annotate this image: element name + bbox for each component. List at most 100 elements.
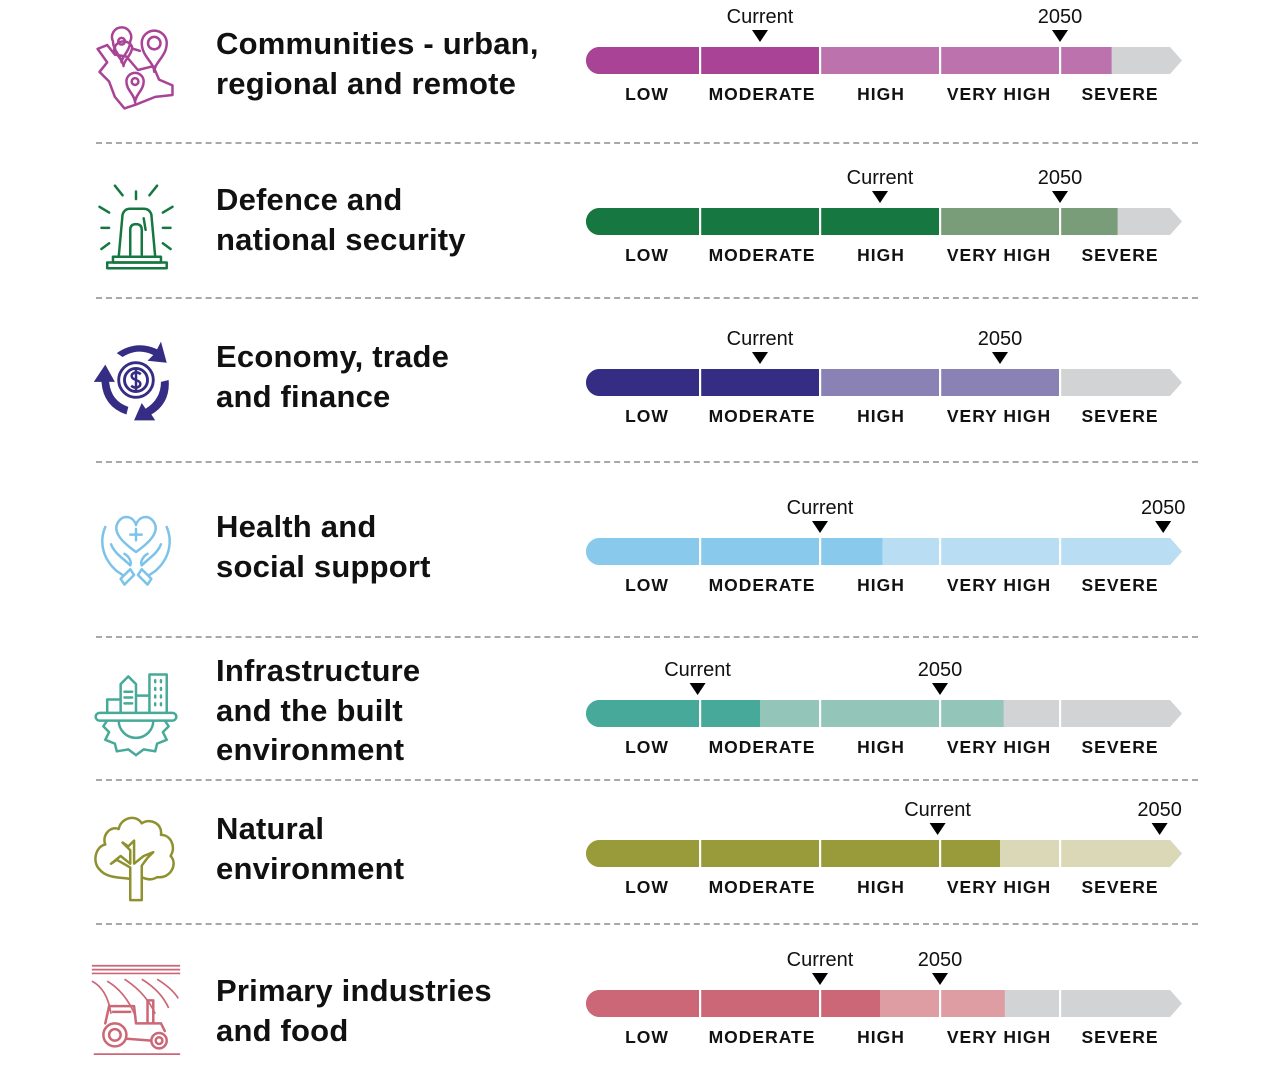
segment-separator [939, 700, 942, 727]
segment-separator [819, 208, 822, 235]
scale-label: VERY HIGH [947, 737, 1051, 757]
dollar-cycle-icon [88, 332, 184, 428]
row-divider [96, 779, 1198, 781]
future-marker [932, 973, 948, 985]
future-marker-label: 2050 [1038, 6, 1083, 28]
bar-current-fill [586, 47, 820, 74]
scale-label: HIGH [857, 1027, 905, 1047]
risk-bar: LOW MODERATE HIGH VERY HIGH SEVERE Current 205… [586, 497, 1185, 595]
risk-bar: LOW MODERATE HIGH VERY HIGH SEVERE Current 205… [586, 328, 1182, 426]
scale-label: MODERATE [709, 575, 816, 595]
row-title-line: and food [216, 1012, 349, 1048]
segment-separator [939, 990, 942, 1017]
bar-current-fill [586, 538, 883, 565]
segment-separator [939, 369, 942, 396]
row-divider [96, 142, 1198, 144]
row-divider [96, 297, 1198, 299]
bar-current-fill [586, 990, 880, 1017]
city-gear-icon [88, 663, 184, 759]
segment-separator [819, 369, 822, 396]
future-marker-label: 2050 [1141, 497, 1186, 519]
scale-label: LOW [625, 84, 669, 104]
segment-separator [699, 538, 702, 565]
scale-label: MODERATE [709, 245, 816, 265]
scale-label: LOW [625, 737, 669, 757]
scale-label: VERY HIGH [947, 877, 1051, 897]
current-marker [689, 683, 706, 695]
segment-separator [939, 840, 942, 867]
future-marker-label: 2050 [918, 949, 963, 971]
scale-label: SEVERE [1082, 1027, 1159, 1047]
future-marker-label: 2050 [978, 328, 1023, 350]
future-marker [992, 352, 1008, 364]
segment-separator [939, 538, 942, 565]
bar-current-fill [586, 840, 1000, 867]
row-title: Infrastructure and the built environment [216, 651, 420, 770]
hands-heart-icon [88, 502, 184, 598]
scale-label: HIGH [857, 737, 905, 757]
scale-label: VERY HIGH [947, 1027, 1051, 1047]
scale-label: VERY HIGH [947, 406, 1051, 426]
current-marker-label: Current [904, 799, 971, 821]
segment-separator [819, 538, 822, 565]
scale-label: HIGH [857, 245, 905, 265]
segment-separator [1059, 538, 1062, 565]
row-title: Natural environment [216, 809, 404, 888]
row-title: Health and social support [216, 507, 431, 586]
row-title-line: social support [216, 548, 431, 584]
current-marker-label: Current [847, 167, 914, 189]
future-marker-label: 2050 [1038, 167, 1083, 189]
future-marker-label: 2050 [1137, 799, 1182, 821]
current-marker-label: Current [787, 949, 854, 971]
row-title-line: regional and remote [216, 65, 517, 101]
row-title-line: environment [216, 732, 405, 767]
risk-bar: LOW MODERATE HIGH VERY HIGH SEVERE Current 205… [586, 6, 1182, 104]
future-marker [1052, 30, 1068, 42]
segment-separator [1059, 840, 1062, 867]
scale-label: MODERATE [709, 84, 816, 104]
segment-separator [1059, 700, 1062, 727]
row-title-line: environment [216, 850, 405, 886]
row-title-line: Economy, trade [216, 339, 450, 374]
current-marker [872, 191, 888, 203]
bar-current-fill [586, 700, 760, 727]
map-pins-icon [88, 22, 184, 118]
segment-separator [699, 208, 702, 235]
row-divider [96, 636, 1198, 638]
scale-label: LOW [625, 1027, 669, 1047]
current-marker [929, 823, 946, 835]
scale-label: SEVERE [1082, 84, 1159, 104]
row-title-line: and finance [216, 378, 391, 414]
segment-separator [1059, 47, 1062, 74]
scale-label: MODERATE [709, 737, 816, 757]
segment-separator [819, 47, 822, 74]
scale-label: LOW [625, 406, 669, 426]
current-marker-label: Current [787, 497, 854, 519]
segment-separator [939, 47, 942, 74]
scale-label: HIGH [857, 406, 905, 426]
current-marker-label: Current [727, 6, 794, 28]
row-title: Communities - urban, regional and remote [216, 24, 539, 103]
scale-label: VERY HIGH [947, 84, 1051, 104]
row-title-line: Defence and [216, 182, 403, 217]
segment-separator [1059, 990, 1062, 1017]
scale-label: HIGH [857, 84, 905, 104]
segment-separator [699, 700, 702, 727]
future-marker [1155, 521, 1172, 533]
scale-label: LOW [625, 575, 669, 595]
scale-label: MODERATE [709, 406, 816, 426]
segment-separator [699, 369, 702, 396]
current-marker [812, 973, 828, 985]
tree-icon [88, 808, 184, 904]
row-divider [96, 923, 1198, 925]
segment-separator [819, 990, 822, 1017]
scale-label: LOW [625, 877, 669, 897]
row-title-line: and the built [216, 692, 403, 728]
scale-label: MODERATE [709, 1027, 816, 1047]
row-title-line: Infrastructure [216, 653, 421, 688]
row-title: Economy, trade and finance [216, 337, 449, 416]
segment-separator [819, 700, 822, 727]
scale-label: SEVERE [1082, 406, 1159, 426]
row-title: Primary industries and food [216, 971, 492, 1050]
